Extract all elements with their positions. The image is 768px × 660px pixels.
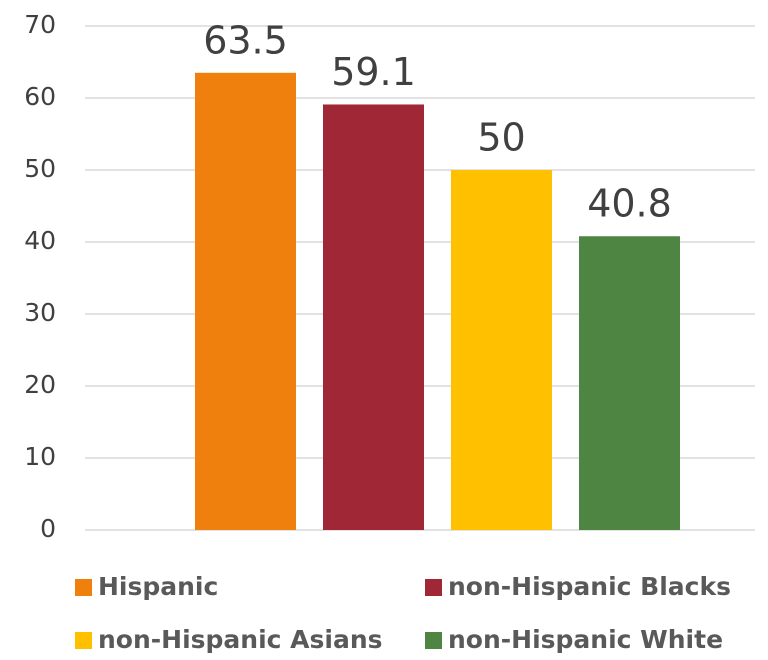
legend-swatch — [75, 632, 92, 649]
y-tick-label: 40 — [24, 226, 56, 255]
y-tick-label: 0 — [40, 514, 56, 543]
value-label: 63.5 — [203, 18, 288, 62]
legend-label: Hispanic — [98, 572, 218, 601]
bar — [195, 72, 296, 531]
legend-label: non-Hispanic White — [448, 625, 723, 654]
bar — [579, 236, 680, 531]
y-tick-label: 70 — [24, 10, 56, 39]
y-tick-label: 10 — [24, 442, 56, 471]
value-label: 59.1 — [331, 50, 416, 94]
legend-swatch — [425, 632, 442, 649]
legend-label: non-Hispanic Asians — [98, 625, 383, 654]
legend-label: non-Hispanic Blacks — [448, 572, 731, 601]
legend-swatch — [75, 579, 92, 596]
bar — [323, 104, 424, 530]
y-tick-label: 50 — [24, 154, 56, 183]
value-label: 40.8 — [587, 182, 672, 226]
bar — [451, 170, 552, 530]
y-tick-label: 30 — [24, 298, 56, 327]
legend-swatch — [425, 579, 442, 596]
y-tick-label: 60 — [24, 82, 56, 111]
y-tick-label: 20 — [24, 370, 56, 399]
value-label: 50 — [477, 116, 525, 160]
